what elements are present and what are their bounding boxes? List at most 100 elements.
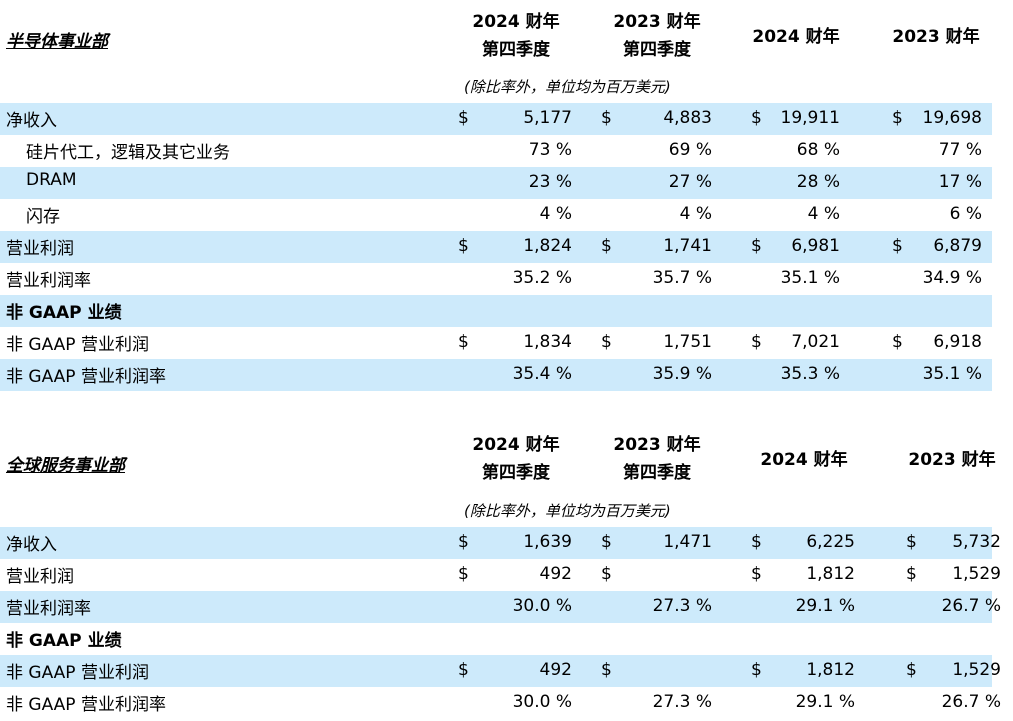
cell-value: 1,812 xyxy=(806,564,855,584)
column-header-line: 第四季度 xyxy=(482,463,550,483)
currency-symbol: $ xyxy=(906,564,917,584)
cell-value: 1,834 xyxy=(523,332,572,352)
cell-value: 26.7 % xyxy=(941,692,1001,712)
currency-symbol: $ xyxy=(906,532,917,552)
currency-symbol: $ xyxy=(458,532,469,552)
cell-value: 28 % xyxy=(796,172,840,192)
cell-value: 68 % xyxy=(796,140,840,160)
row-label: 营业利润 xyxy=(6,567,74,587)
cell-value: 1,741 xyxy=(663,236,712,256)
cell-value: 26.7 % xyxy=(941,596,1001,616)
cell-value: 30.0 % xyxy=(512,692,572,712)
currency-symbol: $ xyxy=(892,108,903,128)
cell-value: 5,177 xyxy=(523,108,572,128)
cell-value: 23 % xyxy=(528,172,572,192)
currency-symbol: $ xyxy=(906,660,917,680)
table-row: 非 GAAP 业绩 xyxy=(0,295,1013,327)
row-label: 闪存 xyxy=(26,207,60,227)
cell-value: 1,529 xyxy=(952,660,1001,680)
cell-value: 1,639 xyxy=(523,532,572,552)
row-band xyxy=(0,167,992,199)
currency-symbol: $ xyxy=(601,332,612,352)
column-header-line: 2023 财年 xyxy=(908,450,996,470)
column-header: 2023 财年 xyxy=(876,23,996,51)
currency-symbol: $ xyxy=(751,660,762,680)
cell-value: 4,883 xyxy=(663,108,712,128)
column-header-line: 2023 财年 xyxy=(613,12,701,32)
cell-value: 17 % xyxy=(938,172,982,192)
section-title: 全球服务事业部 xyxy=(6,456,125,476)
currency-symbol: $ xyxy=(458,332,469,352)
column-header: 2024 财年 第四季度 xyxy=(456,431,576,487)
column-header: 2023 财年 xyxy=(892,446,1012,474)
cell-value: 492 xyxy=(539,660,572,680)
row-band xyxy=(0,591,992,623)
cell-value: 30.0 % xyxy=(512,596,572,616)
cell-value: 73 % xyxy=(528,140,572,160)
column-header: 2024 财年 第四季度 xyxy=(456,8,576,64)
cell-value: 4 % xyxy=(679,204,712,224)
table-row: 营业利润率 30.0 % 27.3 % 29.1 % 26.7 % xyxy=(0,591,1013,623)
table-row: 非 GAAP 营业利润率 35.4 % 35.9 % 35.3 % 35.1 % xyxy=(0,359,1013,391)
column-header-line: 2024 财年 xyxy=(752,27,840,47)
currency-symbol: $ xyxy=(751,564,762,584)
row-label: 非 GAAP 营业利润率 xyxy=(6,367,166,387)
column-header-line: 第四季度 xyxy=(482,40,550,60)
row-label: 硅片代工，逻辑及其它业务 xyxy=(26,143,230,163)
table-row: 营业利润率 35.2 % 35.7 % 35.1 % 34.9 % xyxy=(0,263,1013,295)
column-header-line: 第四季度 xyxy=(623,40,691,60)
column-header-line: 2023 财年 xyxy=(892,27,980,47)
cell-value: 4 % xyxy=(539,204,572,224)
currency-symbol: $ xyxy=(892,332,903,352)
units-note: (除比率外，单位均为百万美元) xyxy=(464,78,671,96)
row-band xyxy=(0,359,992,391)
row-label: 营业利润率 xyxy=(6,271,91,291)
cell-value: 492 xyxy=(539,564,572,584)
currency-symbol: $ xyxy=(751,532,762,552)
cell-value: 69 % xyxy=(668,140,712,160)
cell-value: 6,879 xyxy=(933,236,982,256)
cell-value: 27 % xyxy=(668,172,712,192)
row-label: 净收入 xyxy=(6,535,57,555)
currency-symbol: $ xyxy=(751,332,762,352)
cell-value: 35.1 % xyxy=(922,364,982,384)
cell-value: 5,732 xyxy=(952,532,1001,552)
currency-symbol: $ xyxy=(601,564,612,584)
row-label: 营业利润 xyxy=(6,239,74,259)
currency-symbol: $ xyxy=(458,660,469,680)
table-row: 净收入 $5,177 $4,883 $19,911 $19,698 xyxy=(0,103,1013,135)
column-header-line: 2024 财年 xyxy=(472,435,560,455)
cell-value: 6,981 xyxy=(791,236,840,256)
cell-value: 1,812 xyxy=(806,660,855,680)
table-row: 闪存 4 % 4 % 4 % 6 % xyxy=(0,199,1013,231)
row-band xyxy=(0,527,992,559)
table-row: DRAM 23 % 27 % 28 % 17 % xyxy=(0,167,1013,199)
cell-value: 35.7 % xyxy=(652,268,712,288)
row-label: 非 GAAP 业绩 xyxy=(6,303,122,323)
row-label: DRAM xyxy=(26,170,77,190)
cell-value: 1,751 xyxy=(663,332,712,352)
table-row: 营业利润 $1,824 $1,741 $6,981 $6,879 xyxy=(0,231,1013,263)
units-note: (除比率外，单位均为百万美元) xyxy=(464,502,671,520)
cell-value: 35.3 % xyxy=(780,364,840,384)
cell-value: 29.1 % xyxy=(795,596,855,616)
cell-value: 6 % xyxy=(949,204,982,224)
column-header: 2024 财年 xyxy=(744,446,864,474)
row-band xyxy=(0,103,992,135)
cell-value: 35.9 % xyxy=(652,364,712,384)
cell-value: 1,824 xyxy=(523,236,572,256)
row-band xyxy=(0,231,992,263)
row-label: 非 GAAP 营业利润 xyxy=(6,335,149,355)
currency-symbol: $ xyxy=(601,236,612,256)
cell-value: 27.3 % xyxy=(652,596,712,616)
cell-value: 27.3 % xyxy=(652,692,712,712)
section-title: 半导体事业部 xyxy=(6,32,108,52)
column-header-line: 2024 财年 xyxy=(472,12,560,32)
row-label: 非 GAAP 营业利润 xyxy=(6,663,149,683)
row-label: 非 GAAP 业绩 xyxy=(6,631,122,651)
cell-value: 35.4 % xyxy=(512,364,572,384)
column-header-line: 2023 财年 xyxy=(613,435,701,455)
currency-symbol: $ xyxy=(458,564,469,584)
row-label: 营业利润率 xyxy=(6,599,91,619)
table-row: 净收入 $1,639 $1,471 $6,225 $5,732 xyxy=(0,527,1013,559)
